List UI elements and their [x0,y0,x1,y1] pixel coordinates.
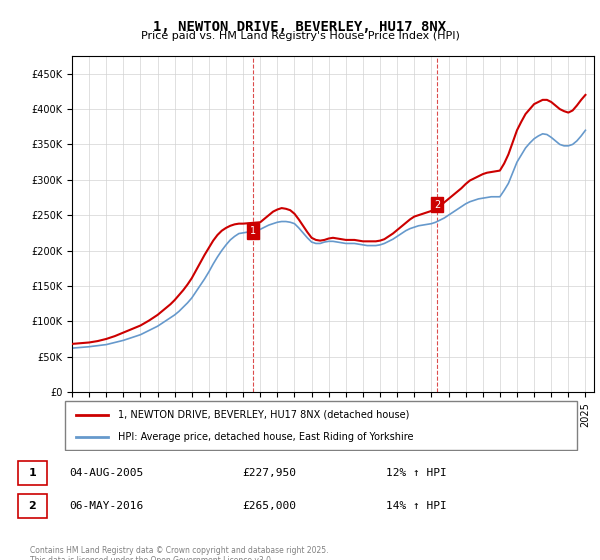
Text: 04-AUG-2005: 04-AUG-2005 [70,468,144,478]
FancyBboxPatch shape [18,494,47,518]
Text: Contains HM Land Registry data © Crown copyright and database right 2025.
This d: Contains HM Land Registry data © Crown c… [30,546,329,560]
Text: 1, NEWTON DRIVE, BEVERLEY, HU17 8NX (detached house): 1, NEWTON DRIVE, BEVERLEY, HU17 8NX (det… [118,409,409,419]
Text: 2: 2 [28,501,36,511]
Text: £227,950: £227,950 [242,468,296,478]
Text: £265,000: £265,000 [242,501,296,511]
Text: 1: 1 [250,226,256,236]
Text: 1, NEWTON DRIVE, BEVERLEY, HU17 8NX: 1, NEWTON DRIVE, BEVERLEY, HU17 8NX [154,20,446,34]
Text: 14% ↑ HPI: 14% ↑ HPI [386,501,447,511]
Text: Price paid vs. HM Land Registry's House Price Index (HPI): Price paid vs. HM Land Registry's House … [140,31,460,41]
Text: 06-MAY-2016: 06-MAY-2016 [70,501,144,511]
FancyBboxPatch shape [18,461,47,485]
Text: 12% ↑ HPI: 12% ↑ HPI [386,468,447,478]
Text: 1: 1 [28,468,36,478]
FancyBboxPatch shape [65,402,577,450]
Text: 2: 2 [434,199,440,209]
Text: HPI: Average price, detached house, East Riding of Yorkshire: HPI: Average price, detached house, East… [118,432,413,442]
